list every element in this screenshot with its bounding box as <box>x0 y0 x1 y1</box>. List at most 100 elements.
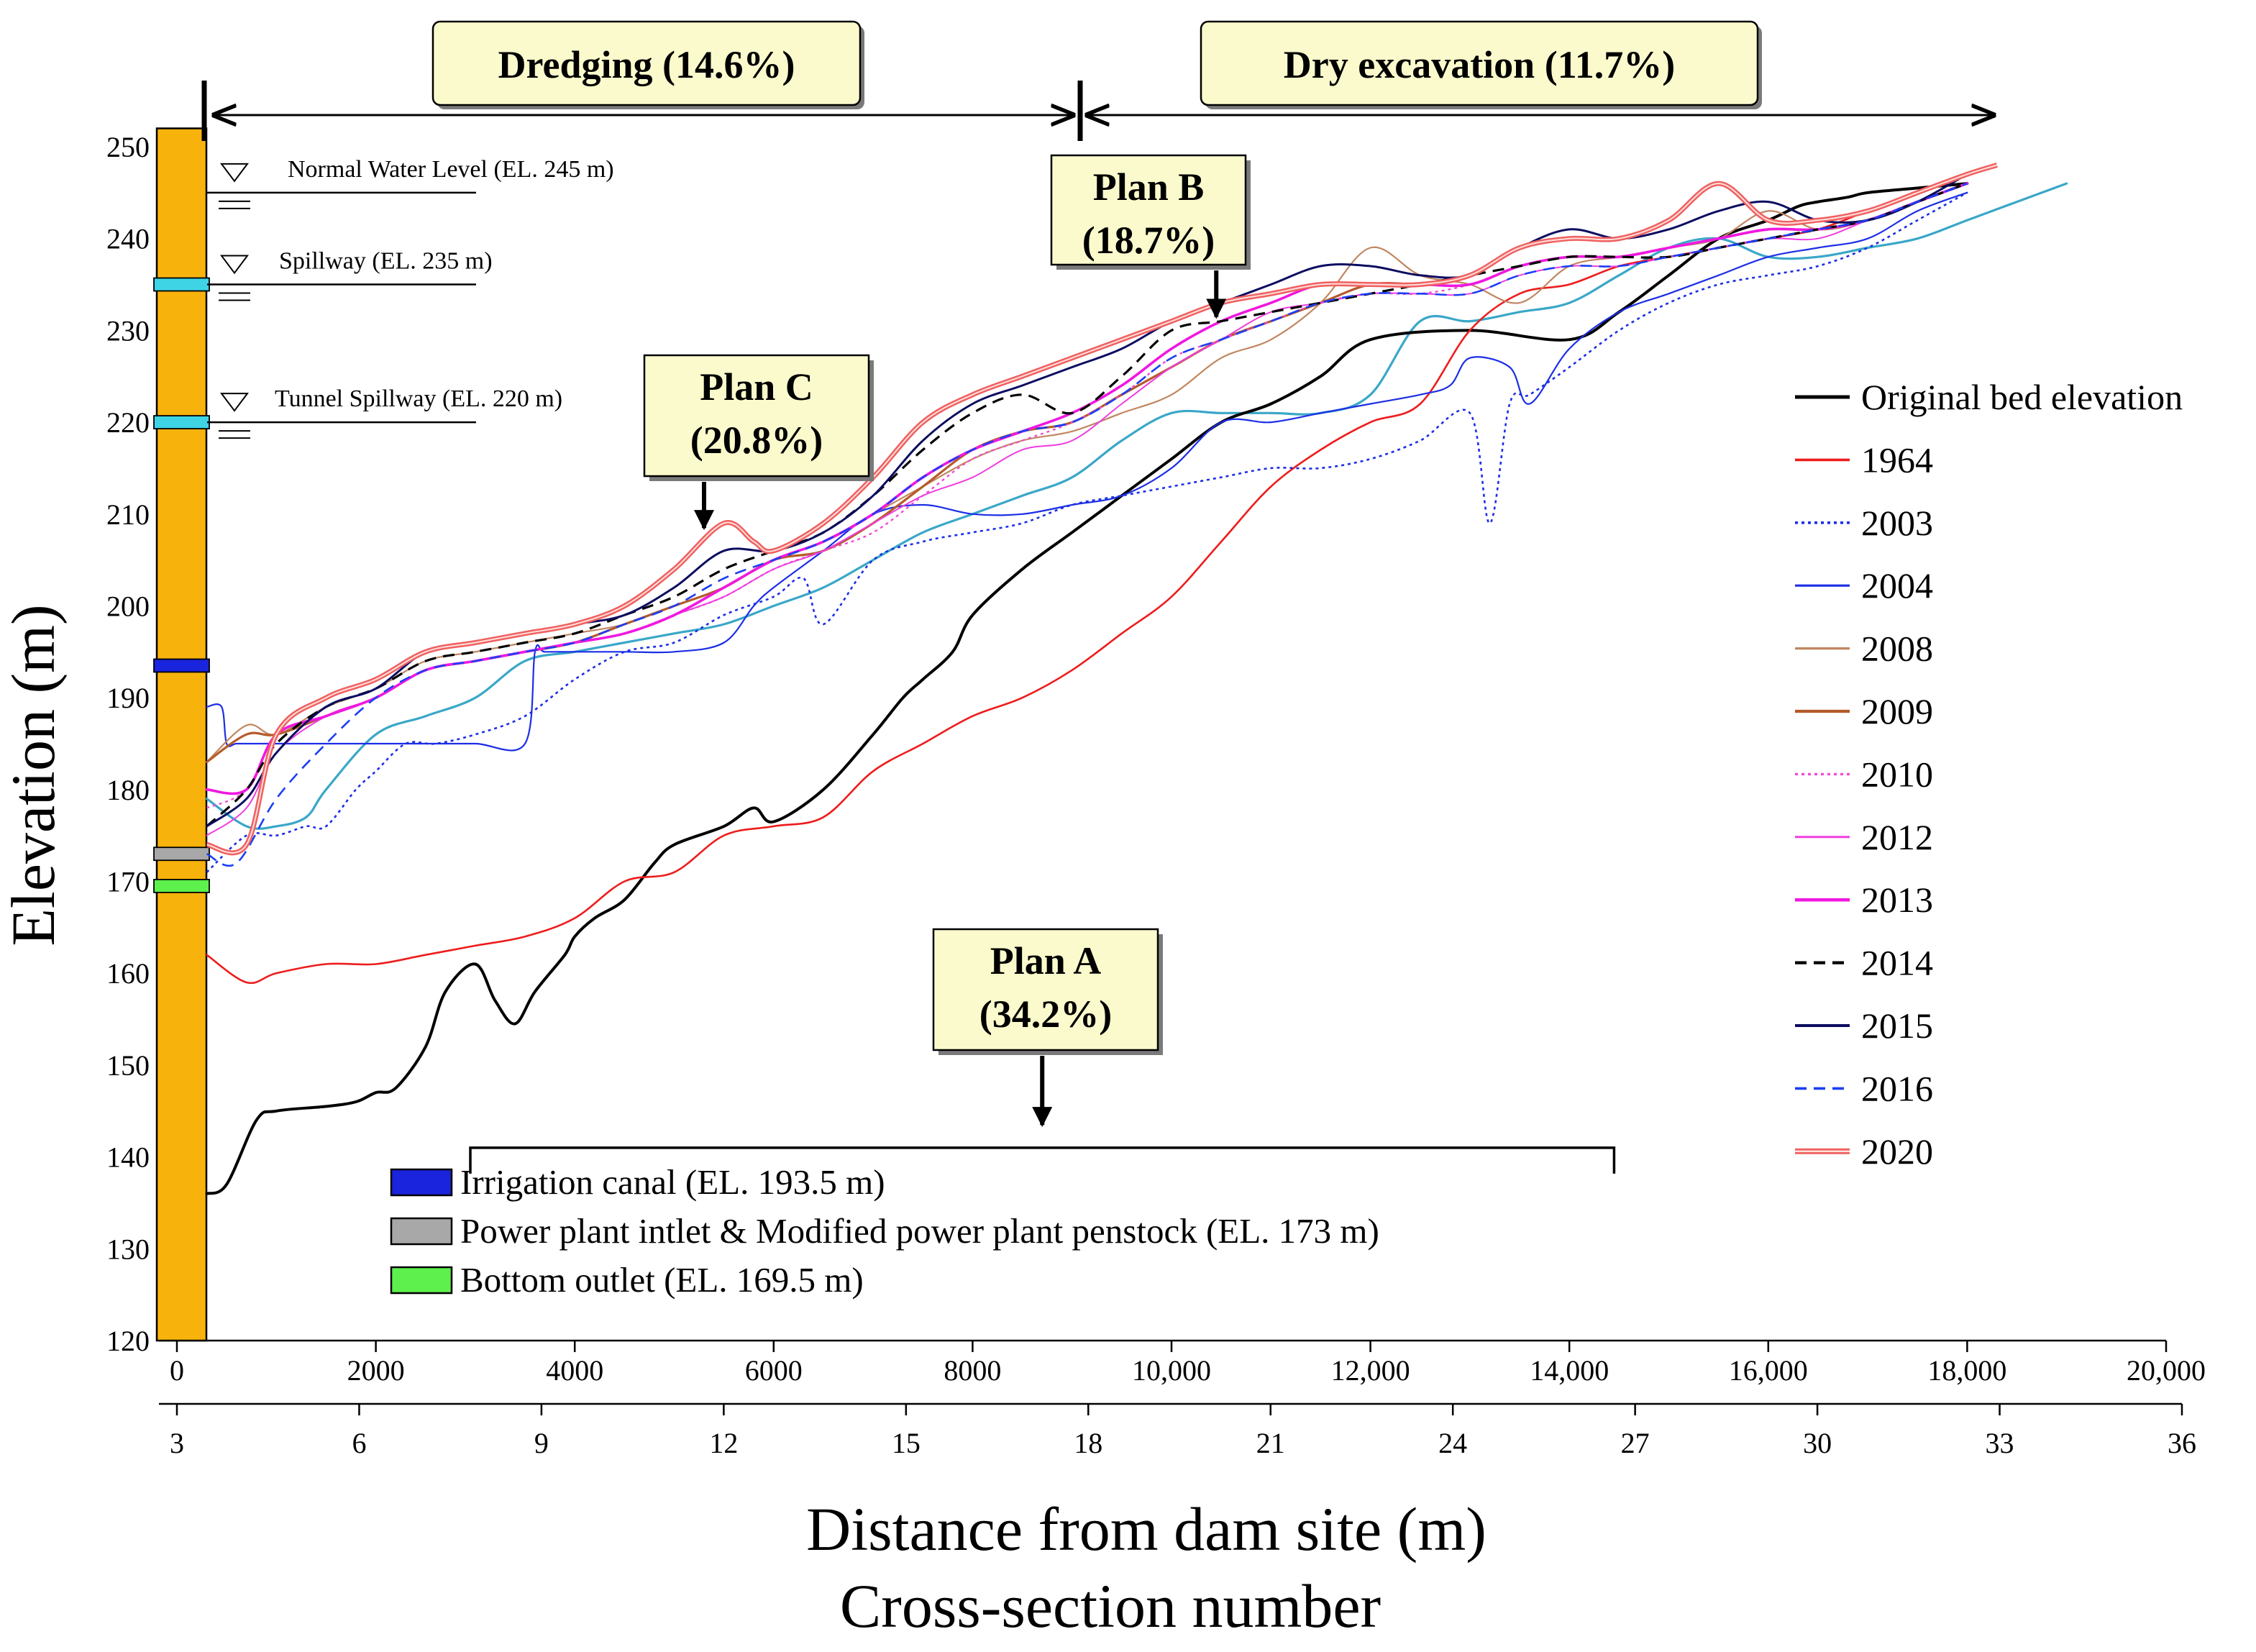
range-label: Dredging (14.6%) <box>498 43 795 86</box>
series-line-unlabeled-teal <box>205 182 2068 830</box>
x-tick-label: 12,000 <box>1331 1354 1410 1387</box>
cs-tick-label: 24 <box>1438 1427 1467 1459</box>
water-level-label: Tunnel Spillway (EL. 220 m) <box>275 385 562 412</box>
y-tick-label: 240 <box>106 223 150 255</box>
facility-label: Power plant intlet & Modified power plan… <box>460 1211 1379 1251</box>
plan-percent: (18.7%) <box>1082 219 1215 262</box>
legend-2015-label: 2015 <box>1861 1005 1933 1046</box>
x-tick-label: 8000 <box>944 1354 1001 1387</box>
x-tick-label: 4000 <box>546 1354 603 1387</box>
dam-layer <box>153 127 210 1342</box>
legend-2014-label: 2014 <box>1861 943 1933 983</box>
plan-title: Plan B <box>1093 165 1205 209</box>
y-tick-label: 220 <box>106 406 150 439</box>
legend-2013-label: 2013 <box>1861 880 1933 920</box>
y-tick-label: 210 <box>106 498 150 531</box>
y-tick-label: 170 <box>106 866 150 898</box>
y-tick-label: 140 <box>106 1141 150 1174</box>
y-tick-label: 160 <box>106 957 150 990</box>
cs-tick-label: 21 <box>1256 1427 1285 1459</box>
x2-axis-title: Cross-section number <box>840 1571 1381 1640</box>
x-tick-label: 16,000 <box>1729 1354 1808 1387</box>
facility-label: Irrigation canal (EL. 193.5 m) <box>460 1162 885 1202</box>
plan-box <box>1050 154 1247 266</box>
legend-1964-label: 1964 <box>1861 439 1933 480</box>
irrigation-canal-marker <box>153 658 210 673</box>
series-line-1964 <box>206 173 1968 985</box>
water-level-icon <box>220 393 249 412</box>
facility-swatch <box>390 1266 453 1295</box>
series-line-2010 <box>206 182 1968 809</box>
legend-2016-label: 2016 <box>1861 1068 1933 1108</box>
water-level-icon <box>220 163 249 183</box>
cs-tick-label: 15 <box>892 1427 921 1459</box>
x-tick-label: 10,000 <box>1132 1354 1211 1387</box>
x-tick-label: 0 <box>170 1354 184 1387</box>
water-level-label: Spillway (EL. 235 m) <box>279 248 493 275</box>
bottom-outlet-marker <box>153 879 210 893</box>
plan-box <box>932 928 1159 1051</box>
x-tick-label: 2000 <box>347 1354 405 1387</box>
facility-swatch <box>390 1217 453 1246</box>
y-tick-label: 130 <box>106 1233 150 1265</box>
x-tick-label: 14,000 <box>1530 1354 1609 1387</box>
x-tick-label: 6000 <box>745 1354 803 1387</box>
water-level-icon <box>220 255 249 275</box>
y-tick-label: 190 <box>106 682 150 714</box>
series-layer <box>205 163 2068 1195</box>
y-tick-label: 120 <box>106 1325 150 1357</box>
plan-box <box>643 354 870 478</box>
cs-tick-label: 6 <box>352 1427 366 1459</box>
legend-2009-label: 2009 <box>1861 691 1933 731</box>
axes-layer: 1201301401501601701801902002102202302402… <box>106 131 2206 1459</box>
cs-tick-label: 12 <box>709 1427 738 1459</box>
legend-original-bed-elevation-label: Original bed elevation <box>1861 377 2183 417</box>
facility-swatch <box>390 1168 453 1197</box>
series-line-2020-core <box>206 164 1998 854</box>
legend-2020-label: 2020 <box>1861 1131 1933 1172</box>
plan-title: Plan A <box>990 939 1102 982</box>
legend-layer: Irrigation canal (EL. 193.5 m) Power plan… <box>390 377 2183 1300</box>
series-line-2016 <box>206 182 1968 867</box>
series-line-2003 <box>206 191 1968 873</box>
annotations-layer: Normal Water Level (EL. 245 m) Spillway (… <box>201 20 1994 1174</box>
x-tick-label: 20,000 <box>2127 1354 2206 1387</box>
power-plant-marker <box>153 846 210 862</box>
y-tick-label: 150 <box>106 1049 150 1082</box>
y-tick-label: 250 <box>106 131 150 163</box>
range-box <box>431 20 862 106</box>
series-line-2013 <box>205 182 1969 795</box>
range-label: Dry excavation (11.7%) <box>1284 43 1675 86</box>
range-box <box>1200 20 1759 106</box>
legend-2010-label: 2010 <box>1861 754 1933 794</box>
cs-tick-label: 33 <box>1986 1427 2014 1459</box>
cs-tick-label: 27 <box>1621 1427 1650 1459</box>
cs-tick-label: 3 <box>170 1427 184 1459</box>
dam-body <box>155 127 208 1342</box>
plan-a-bracket <box>469 1146 1616 1174</box>
plan-percent: (34.2%) <box>979 992 1112 1036</box>
y-axis-title: Elevation (m) <box>0 604 68 946</box>
series-line-2004 <box>206 191 1968 752</box>
legend-2012-label: 2012 <box>1861 817 1933 857</box>
spillway-marker <box>153 277 210 292</box>
x-axis-title: Distance from dam site (m) <box>806 1494 1487 1564</box>
legend-2008-label: 2008 <box>1861 629 1933 669</box>
y-tick-label: 230 <box>106 314 150 347</box>
facility-label: Bottom outlet (EL. 169.5 m) <box>460 1260 864 1300</box>
x-tick-label: 18,000 <box>1927 1354 2006 1387</box>
cs-tick-label: 36 <box>2168 1427 2196 1459</box>
legend-2004-label: 2004 <box>1861 565 1933 606</box>
cs-tick-label: 9 <box>534 1427 549 1459</box>
cs-tick-label: 18 <box>1074 1427 1102 1459</box>
series-line-original-bed-elevation <box>205 182 1969 1195</box>
series-line-2014 <box>206 182 1968 828</box>
y-tick-label: 180 <box>106 774 150 806</box>
plan-title: Plan C <box>700 365 813 409</box>
water-level-label: Normal Water Level (EL. 245 m) <box>288 156 614 183</box>
tunnel-spillway-marker <box>153 415 210 429</box>
legend-2003-label: 2003 <box>1861 503 1933 543</box>
cs-tick-label: 30 <box>1803 1427 1832 1459</box>
y-tick-label: 200 <box>106 590 150 622</box>
